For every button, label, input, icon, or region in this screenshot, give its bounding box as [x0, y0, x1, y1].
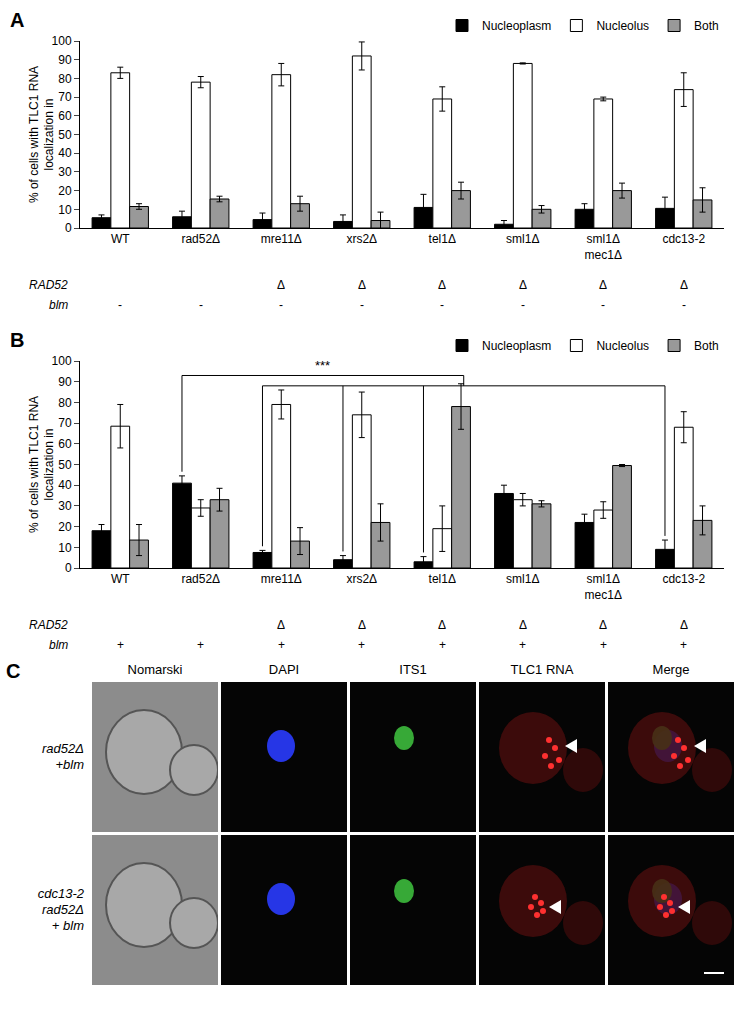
- html-text:ITS1: ITS1: [399, 662, 427, 677]
- svg-text:sml1Δ: sml1Δ: [506, 232, 539, 246]
- svg-text:50: 50: [58, 458, 72, 472]
- svg-text:+: +: [197, 638, 204, 652]
- svg-text:Δ: Δ: [277, 278, 285, 292]
- svg-text:Δ: Δ: [680, 618, 688, 632]
- svg-text:sml1Δmec1Δ: sml1Δmec1Δ: [585, 232, 622, 262]
- svg-text:Δ: Δ: [519, 618, 527, 632]
- svg-text:xrs2Δ: xrs2Δ: [346, 232, 377, 246]
- svg-text:***: ***: [315, 358, 330, 373]
- svg-text:xrs2Δ: xrs2Δ: [346, 572, 377, 586]
- svg-text:Both: Both: [694, 339, 719, 353]
- svg-text:+: +: [439, 638, 446, 652]
- svg-text:-: -: [279, 298, 283, 312]
- svg-text:Nucleolus: Nucleolus: [596, 339, 649, 353]
- svg-text:rad52Δ: rad52Δ: [181, 572, 220, 586]
- svg-text:% of cells with TLC1 RNAlocali: % of cells with TLC1 RNAlocalization in: [27, 396, 57, 533]
- svg-text:B: B: [10, 329, 24, 351]
- svg-text:Δ: Δ: [519, 278, 527, 292]
- svg-text:mre11Δ: mre11Δ: [261, 572, 302, 586]
- svg-text:blm: blm: [49, 638, 68, 652]
- svg-text:50: 50: [58, 128, 72, 142]
- svg-text:cdc13-2: cdc13-2: [662, 572, 705, 586]
- svg-text:80: 80: [58, 72, 72, 86]
- svg-text:40: 40: [58, 478, 72, 492]
- svg-text:+: +: [278, 638, 285, 652]
- svg-text:Δ: Δ: [358, 618, 366, 632]
- html-text:rad52Δ: rad52Δ: [42, 902, 84, 917]
- svg-text:-: -: [521, 298, 525, 312]
- html-text:Nomarski: Nomarski: [127, 662, 183, 677]
- html-text:cdc13-2: cdc13-2: [37, 886, 84, 901]
- svg-text:tel1Δ: tel1Δ: [429, 572, 456, 586]
- svg-text:40: 40: [58, 146, 72, 160]
- svg-text:30: 30: [58, 499, 72, 513]
- svg-text:rad52Δ: rad52Δ: [181, 232, 220, 246]
- svg-text:70: 70: [58, 90, 72, 104]
- svg-text:-: -: [440, 298, 444, 312]
- svg-text:+: +: [680, 638, 687, 652]
- svg-text:+: +: [519, 638, 526, 652]
- svg-text:Nucleoplasm: Nucleoplasm: [482, 19, 551, 33]
- html-text:TLC1 RNA: TLC1 RNA: [510, 662, 574, 677]
- svg-text:-: -: [360, 298, 364, 312]
- svg-text:30: 30: [58, 165, 72, 179]
- svg-text:WT: WT: [111, 572, 130, 586]
- svg-text:20: 20: [58, 520, 72, 534]
- html-text:C: C: [6, 660, 21, 682]
- svg-text:80: 80: [58, 396, 72, 410]
- svg-text:Δ: Δ: [438, 618, 446, 632]
- svg-text:100: 100: [52, 34, 72, 48]
- svg-text:-: -: [199, 298, 203, 312]
- html-text:Merge: Merge: [652, 662, 690, 677]
- svg-text:tel1Δ: tel1Δ: [429, 232, 456, 246]
- svg-text:-: -: [682, 298, 686, 312]
- svg-text:A: A: [10, 9, 24, 31]
- svg-text:sml1Δ: sml1Δ: [506, 572, 539, 586]
- svg-text:0: 0: [65, 221, 72, 235]
- svg-text:Δ: Δ: [599, 618, 607, 632]
- html-text:+blm: +blm: [55, 757, 84, 772]
- svg-text:Δ: Δ: [277, 618, 285, 632]
- svg-text:Both: Both: [694, 19, 719, 33]
- svg-text:-: -: [118, 298, 122, 312]
- svg-text:-: -: [601, 298, 605, 312]
- svg-text:10: 10: [58, 203, 72, 217]
- html-text:DAPI: DAPI: [268, 662, 300, 677]
- svg-text:mre11Δ: mre11Δ: [261, 232, 302, 246]
- svg-text:70: 70: [58, 416, 72, 430]
- svg-text:Nucleolus: Nucleolus: [596, 19, 649, 33]
- svg-text:60: 60: [58, 437, 72, 451]
- svg-text:blm: blm: [49, 298, 68, 312]
- svg-text:% of cells with TLC1 RNAlocali: % of cells with TLC1 RNAlocalization in: [27, 66, 57, 203]
- svg-text:90: 90: [58, 375, 72, 389]
- svg-text:RAD52: RAD52: [29, 618, 68, 632]
- svg-text:100: 100: [52, 354, 72, 368]
- html-text:+ blm: + blm: [51, 918, 84, 933]
- svg-text:+: +: [358, 638, 365, 652]
- svg-text:10: 10: [58, 541, 72, 555]
- svg-text:+: +: [600, 638, 607, 652]
- svg-text:Δ: Δ: [680, 278, 688, 292]
- svg-text:Δ: Δ: [358, 278, 366, 292]
- svg-text:Δ: Δ: [438, 278, 446, 292]
- svg-text:90: 90: [58, 53, 72, 67]
- svg-text:0: 0: [65, 561, 72, 575]
- svg-text:Δ: Δ: [599, 278, 607, 292]
- svg-text:WT: WT: [111, 232, 130, 246]
- svg-text:cdc13-2: cdc13-2: [662, 232, 705, 246]
- html-text:rad52Δ: rad52Δ: [42, 741, 84, 756]
- svg-text:Nucleoplasm: Nucleoplasm: [482, 339, 551, 353]
- svg-text:60: 60: [58, 109, 72, 123]
- svg-text:+: +: [117, 638, 124, 652]
- svg-text:20: 20: [58, 184, 72, 198]
- svg-text:sml1Δmec1Δ: sml1Δmec1Δ: [585, 572, 622, 602]
- svg-text:RAD52: RAD52: [29, 278, 68, 292]
